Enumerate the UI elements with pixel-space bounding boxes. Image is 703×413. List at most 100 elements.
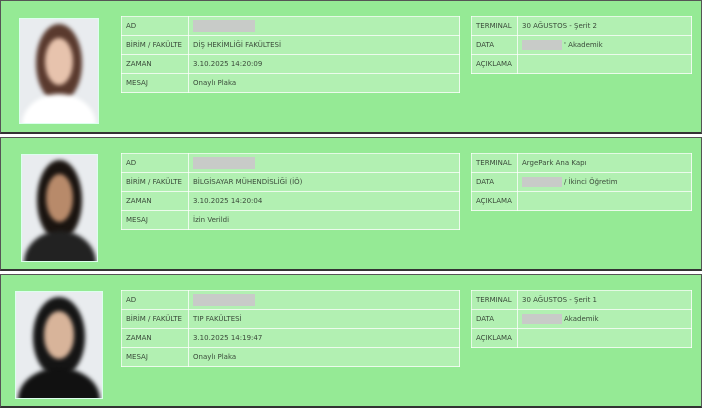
left-info-table: AD BİRİM / FAKÜLTE DİŞ HEKİMLİĞİ FAKÜLTESİ… <box>121 16 460 93</box>
info-row: AD <box>121 153 460 173</box>
redacted <box>522 177 562 187</box>
field-label: DATA <box>471 35 518 55</box>
field-value: 30 AĞUSTOS - Şerit 2 <box>517 16 692 36</box>
field-label: TERMINAL <box>471 290 518 310</box>
field-label: TERMINAL <box>471 153 518 173</box>
field-value <box>188 153 460 173</box>
field-label: BİRİM / FAKÜLTE <box>121 35 189 55</box>
info-row: TERMINAL 30 AĞUSTOS - Şerit 1 <box>471 290 692 310</box>
info-row: DATA ' Akademik <box>471 35 692 55</box>
field-text: Onaylı Plaka <box>193 79 237 87</box>
photo-body <box>23 231 96 261</box>
field-text: 30 AĞUSTOS - Şerit 1 <box>522 296 597 304</box>
field-label: TERMINAL <box>471 16 518 36</box>
field-label: BİRİM / FAKÜLTE <box>121 309 189 329</box>
redacted <box>193 157 255 169</box>
info-row: BİRİM / FAKÜLTE BİLGİSAYAR MÜHENDİSLİĞİ (… <box>121 172 460 192</box>
info-row: ZAMAN 3.10.2025 14:19:47 <box>121 328 460 348</box>
field-value: 3.10.2025 14:19:47 <box>188 328 460 348</box>
info-row: MESAJ Onaylı Plaka <box>121 347 460 367</box>
info-row: BİRİM / FAKÜLTE DİŞ HEKİMLİĞİ FAKÜLTESİ <box>121 35 460 55</box>
photo <box>19 18 99 124</box>
field-text: Akademik <box>564 315 599 323</box>
field-text: BİLGİSAYAR MÜHENDİSLİĞİ (İÖ) <box>193 178 303 186</box>
field-text: Onaylı Plaka <box>193 353 237 361</box>
field-value: 30 AĞUSTOS - Şerit 1 <box>517 290 692 310</box>
info-row: AD <box>121 16 460 36</box>
info-row: BİRİM / FAKÜLTE TIP FAKÜLTESİ <box>121 309 460 329</box>
field-value: 3.10.2025 14:20:04 <box>188 191 460 211</box>
redacted <box>193 294 255 306</box>
info-row: AÇIKLAMA <box>471 328 692 348</box>
record-card: AD BİRİM / FAKÜLTE BİLGİSAYAR MÜHENDİSLİĞİ… <box>0 137 702 271</box>
photo <box>21 154 98 262</box>
field-text: ArgePark Ana Kapı <box>522 159 587 167</box>
info-row: DATA / İkinci Öğretim <box>471 172 692 192</box>
field-text: / İkinci Öğretim <box>564 178 618 186</box>
field-text: 3.10.2025 14:20:04 <box>193 197 263 205</box>
field-value: Onaylı Plaka <box>188 347 460 367</box>
field-value: / İkinci Öğretim <box>517 172 692 192</box>
field-label: AD <box>121 16 189 36</box>
field-value: Akademik <box>517 309 692 329</box>
redacted <box>522 40 562 50</box>
redacted <box>522 314 562 324</box>
field-text: TIP FAKÜLTESİ <box>193 315 242 323</box>
info-row: AÇIKLAMA <box>471 191 692 211</box>
field-value: İzin Verildi <box>188 210 460 230</box>
right-info-table: TERMINAL 30 AĞUSTOS - Şerit 1 DATA Akademik… <box>471 290 692 348</box>
field-label: AD <box>121 153 189 173</box>
info-row: MESAJ Onaylı Plaka <box>121 73 460 93</box>
right-info-table: TERMINAL 30 AĞUSTOS - Şerit 2 DATA ' Akadem… <box>471 16 692 74</box>
record-card: AD BİRİM / FAKÜLTE TIP FAKÜLTESİ ZAMAN 3.10.… <box>0 274 702 408</box>
photo-face <box>43 311 75 359</box>
info-row: TERMINAL 30 AĞUSTOS - Şerit 2 <box>471 16 692 36</box>
info-row: AÇIKLAMA <box>471 54 692 74</box>
field-label: AÇIKLAMA <box>471 191 518 211</box>
right-info-table: TERMINAL ArgePark Ana Kapı DATA / İkinci Öğ… <box>471 153 692 211</box>
field-label: ZAMAN <box>121 54 189 74</box>
field-text: 3.10.2025 14:19:47 <box>193 334 263 342</box>
field-label: ZAMAN <box>121 191 189 211</box>
photo-face <box>46 174 73 222</box>
field-label: MESAJ <box>121 210 189 230</box>
photo-face <box>44 37 74 85</box>
photo-body <box>17 368 101 398</box>
field-text: ' Akademik <box>564 41 603 49</box>
field-text: DİŞ HEKİMLİĞİ FAKÜLTESİ <box>193 41 282 49</box>
info-row: AD <box>121 290 460 310</box>
info-row: ZAMAN 3.10.2025 14:20:09 <box>121 54 460 74</box>
field-label: AÇIKLAMA <box>471 54 518 74</box>
photo <box>15 291 103 399</box>
left-info-table: AD BİRİM / FAKÜLTE TIP FAKÜLTESİ ZAMAN 3.10.… <box>121 290 460 367</box>
field-value <box>517 54 692 74</box>
left-info-table: AD BİRİM / FAKÜLTE BİLGİSAYAR MÜHENDİSLİĞİ… <box>121 153 460 230</box>
field-value: ArgePark Ana Kapı <box>517 153 692 173</box>
field-label: ZAMAN <box>121 328 189 348</box>
field-value: ' Akademik <box>517 35 692 55</box>
record-card: AD BİRİM / FAKÜLTE DİŞ HEKİMLİĞİ FAKÜLTESİ… <box>0 0 702 134</box>
info-row: TERMINAL ArgePark Ana Kapı <box>471 153 692 173</box>
field-text: 3.10.2025 14:20:09 <box>193 60 263 68</box>
field-value <box>188 290 460 310</box>
field-value <box>188 16 460 36</box>
field-value: Onaylı Plaka <box>188 73 460 93</box>
field-text: İzin Verildi <box>193 216 230 224</box>
field-label: MESAJ <box>121 73 189 93</box>
field-value: DİŞ HEKİMLİĞİ FAKÜLTESİ <box>188 35 460 55</box>
field-label: DATA <box>471 172 518 192</box>
field-text: 30 AĞUSTOS - Şerit 2 <box>522 22 597 30</box>
field-label: BİRİM / FAKÜLTE <box>121 172 189 192</box>
field-value: BİLGİSAYAR MÜHENDİSLİĞİ (İÖ) <box>188 172 460 192</box>
field-value <box>517 191 692 211</box>
redacted <box>193 20 255 32</box>
field-label: DATA <box>471 309 518 329</box>
field-label: MESAJ <box>121 347 189 367</box>
field-label: AD <box>121 290 189 310</box>
info-row: DATA Akademik <box>471 309 692 329</box>
field-value: TIP FAKÜLTESİ <box>188 309 460 329</box>
field-label: AÇIKLAMA <box>471 328 518 348</box>
field-value <box>517 328 692 348</box>
field-value: 3.10.2025 14:20:09 <box>188 54 460 74</box>
